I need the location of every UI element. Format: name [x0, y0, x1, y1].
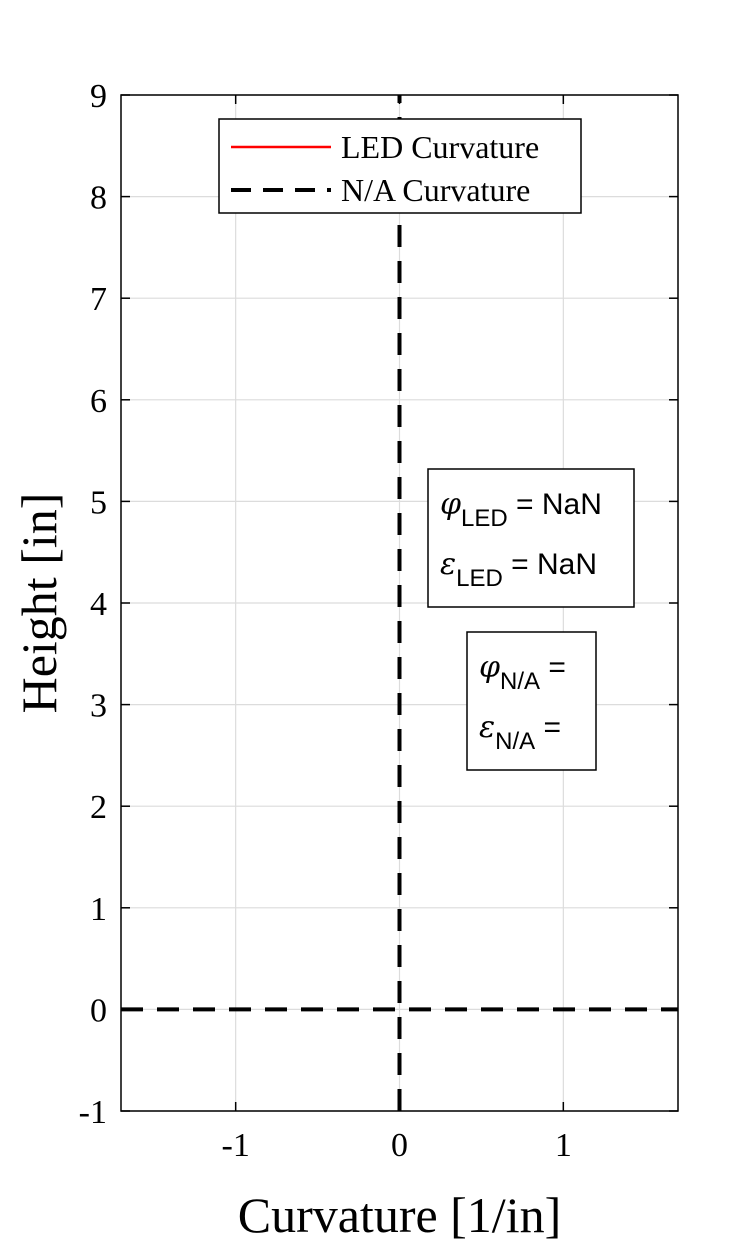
annotation-subscript: N/A — [500, 668, 540, 695]
annotation-subscript: LED — [461, 505, 508, 532]
y-tick-label-2: 1 — [90, 891, 107, 928]
legend-box — [218, 118, 582, 214]
annotation-symbol: ε — [440, 547, 456, 582]
y-tick-label-0: -1 — [79, 1094, 107, 1131]
y-tick-label-8: 7 — [90, 281, 107, 318]
x-tick-labels: -1 0 1 — [222, 1127, 572, 1164]
y-tick-label-7: 6 — [90, 383, 107, 420]
annotation-line-1-0: φN/A = — [479, 650, 566, 695]
y-tick-label-9: 8 — [90, 180, 107, 217]
y-axis-title: Height [in] — [11, 493, 67, 714]
annotation-value: = NaN — [508, 488, 602, 521]
y-tick-labels: -1 0 1 2 3 4 5 6 7 8 9 — [79, 78, 107, 1131]
annotation-value: = — [540, 651, 566, 684]
y-tick-label-3: 2 — [90, 789, 107, 826]
annotation-symbol: φ — [440, 487, 461, 522]
annotation-symbol: ε — [479, 710, 495, 745]
legend: LED Curvature N/A Curvature — [218, 118, 582, 214]
y-tick-label-5: 4 — [90, 586, 107, 623]
legend-label-0: LED Curvature — [341, 129, 539, 165]
annotation-frame-1 — [466, 631, 597, 771]
legend-label-1: N/A Curvature — [341, 172, 530, 208]
x-axis-title: Curvature [1/in] — [238, 1187, 562, 1243]
y-tick-label-10: 9 — [90, 78, 107, 115]
annotation-subscript: LED — [456, 565, 503, 592]
annotation-symbol: φ — [479, 650, 500, 685]
annotation-value: = — [535, 711, 561, 744]
axis-ticks — [121, 94, 678, 1112]
annotation-value: = NaN — [503, 548, 597, 581]
y-tick-label-4: 3 — [90, 688, 107, 725]
x-tick-label-0: -1 — [222, 1127, 250, 1164]
y-tick-label-6: 5 — [90, 484, 107, 521]
annotation-line-0-1: εLED = NaN — [440, 547, 597, 592]
x-tick-label-2: 1 — [555, 1127, 572, 1164]
x-tick-label-1: 0 — [391, 1127, 408, 1164]
annotation-subscript: N/A — [495, 728, 535, 755]
annotation-frame-0 — [427, 468, 635, 608]
annotation-line-1-1: εN/A = — [479, 710, 561, 755]
annotation-box-1: φN/A =εN/A = — [466, 631, 597, 771]
annotation-line-0-0: φLED = NaN — [440, 487, 602, 532]
y-tick-label-1: 0 — [90, 992, 107, 1029]
